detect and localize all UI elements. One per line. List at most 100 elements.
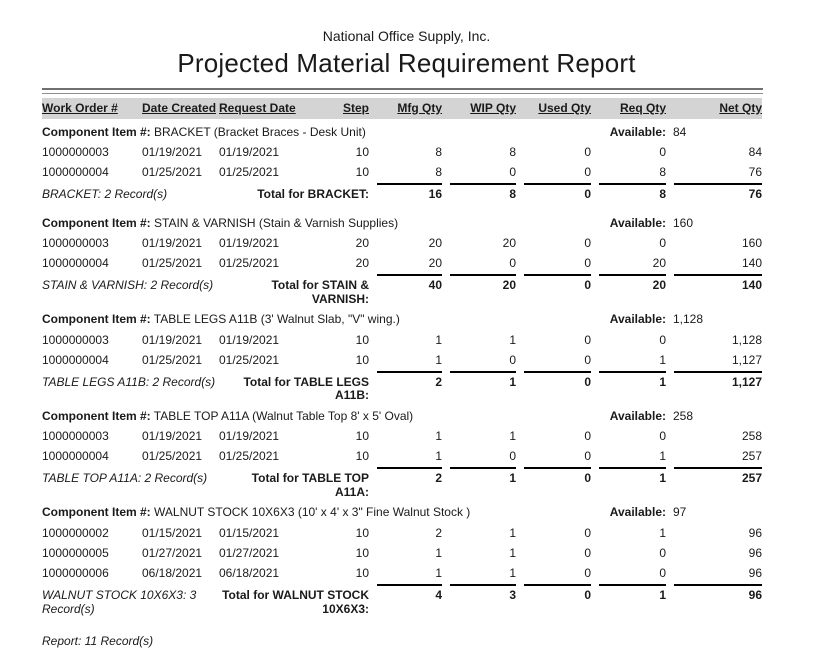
total-mfg-qty-value: 2 (377, 467, 442, 486)
cell-date-created: 01/25/2021 (142, 165, 203, 180)
component-item-prefix: Component Item #: (42, 124, 151, 139)
cell-req-qty: 8 (659, 165, 666, 180)
group-total-label: Total for WALNUT STOCK 10X6X3: (222, 587, 369, 616)
cell-mfg-qty: 1 (435, 429, 442, 444)
page-title: Projected Material Requirement Report (177, 48, 636, 78)
total-used-qty: 0 (516, 274, 591, 307)
cell-mfg-qty: 20 (428, 236, 442, 251)
cell-date-created: 01/27/2021 (142, 545, 203, 560)
total-wip-qty: 1 (442, 370, 516, 404)
component-header-row: Component Item #: WALNUT STOCK 10X6X3 (1… (42, 500, 762, 524)
total-mfg-qty: 40 (369, 274, 442, 307)
col-header-step: Step (312, 98, 369, 119)
cell-net-qty: 140 (741, 256, 762, 271)
cell-req-qty: 0 (659, 236, 666, 251)
total-net-qty-value: 257 (674, 467, 762, 486)
cell-date-created: 01/15/2021 (142, 525, 203, 540)
total-mfg-qty-value: 4 (377, 583, 442, 603)
total-wip-qty-value: 8 (450, 183, 516, 202)
total-req-qty: 1 (591, 583, 666, 617)
group-record-count: BRACKET: 2 Record(s) (42, 187, 168, 201)
total-used-qty-value: 0 (524, 467, 591, 486)
cell-step: 10 (355, 429, 369, 444)
cell-wip-qty: 0 (509, 165, 516, 180)
component-item-label: Component Item #: BRACKET (Bracket Brace… (42, 124, 366, 139)
total-used-qty-value: 0 (524, 583, 591, 603)
cell-date-created: 06/18/2021 (142, 565, 203, 580)
cell-step: 10 (355, 545, 369, 560)
cell-wip-qty: 1 (509, 525, 516, 540)
cell-step: 10 (355, 165, 369, 180)
total-req-qty-value: 20 (599, 274, 666, 293)
col-header-date-created: Date Created (142, 98, 219, 119)
cell-date-created: 01/19/2021 (142, 332, 203, 347)
cell-net-qty: 1,128 (731, 332, 762, 347)
group-total-row: TABLE TOP A11A: 2 Record(s) Total for TAB… (42, 467, 762, 500)
work-order-row: 1000000003 01/19/2021 01/19/2021 10 1 1 0 0 1,12… (42, 331, 762, 351)
group-record-count: TABLE LEGS A11B: 2 Record(s) (42, 374, 216, 389)
total-req-qty: 1 (591, 370, 666, 404)
available-value: 258 (673, 408, 694, 423)
cell-req-qty: 0 (659, 565, 666, 580)
cell-work-order: 1000000003 (42, 429, 109, 444)
col-header-work-order: Work Order # (42, 98, 142, 119)
cell-work-order: 1000000003 (42, 236, 109, 251)
cell-work-order: 1000000004 (42, 256, 109, 271)
component-header-row: Component Item #: BRACKET (Bracket Brace… (42, 119, 762, 143)
total-req-qty-value: 1 (599, 467, 666, 486)
total-net-qty-value: 96 (674, 583, 762, 603)
total-req-qty: 8 (591, 183, 666, 210)
report-footer: Report: 11 Record(s) (42, 634, 154, 649)
group-total-row: TABLE LEGS A11B: 2 Record(s) Total for TA… (42, 370, 762, 404)
total-req-qty-value: 8 (599, 183, 666, 202)
component-item-prefix: Component Item #: (42, 312, 151, 327)
work-order-row: 1000000005 01/27/2021 01/27/2021 10 1 1 0 0 96 (42, 544, 762, 564)
cell-net-qty: 96 (748, 525, 762, 540)
cell-req-qty: 0 (659, 145, 666, 160)
cell-req-qty: 1 (659, 352, 666, 367)
total-mfg-qty: 2 (369, 370, 442, 404)
total-wip-qty-value: 20 (450, 274, 516, 293)
cell-req-qty: 0 (659, 332, 666, 347)
total-net-qty: 257 (666, 467, 762, 500)
cell-request-date: 01/25/2021 (219, 165, 280, 180)
component-item-prefix: Component Item #: (42, 408, 151, 423)
cell-used-qty: 0 (584, 545, 591, 560)
cell-request-date: 01/25/2021 (219, 256, 280, 271)
total-net-qty-value: 76 (674, 183, 762, 202)
col-header-net-qty: Net Qty (666, 98, 762, 119)
cell-req-qty: 1 (659, 449, 666, 464)
cell-used-qty: 0 (584, 236, 591, 251)
cell-net-qty: 257 (741, 449, 762, 464)
cell-wip-qty: 0 (509, 352, 516, 367)
cell-step: 10 (355, 332, 369, 347)
total-req-qty: 1 (591, 467, 666, 500)
cell-work-order: 1000000004 (42, 165, 109, 180)
cell-work-order: 1000000003 (42, 332, 109, 347)
total-used-qty: 0 (516, 183, 591, 210)
col-header-used-qty: Used Qty (516, 98, 591, 119)
available-value: 160 (673, 215, 694, 230)
cell-mfg-qty: 1 (435, 449, 442, 464)
cell-mfg-qty: 8 (435, 145, 442, 160)
cell-request-date: 01/25/2021 (219, 449, 280, 464)
cell-used-qty: 0 (584, 565, 591, 580)
group-total-label: Total for STAIN & VARNISH: (271, 278, 369, 306)
cell-wip-qty: 0 (509, 256, 516, 271)
total-wip-qty: 3 (442, 583, 516, 617)
cell-date-created: 01/25/2021 (142, 352, 203, 367)
group-total-label: Total for TABLE LEGS A11B: (243, 374, 369, 403)
total-used-qty: 0 (516, 370, 591, 404)
cell-wip-qty: 0 (509, 449, 516, 464)
work-order-row: 1000000003 01/19/2021 01/19/2021 20 20 20 0 0 16… (42, 234, 762, 254)
col-header-mfg-qty: Mfg Qty (369, 98, 442, 119)
report-table: Work Order # Date Created Request Date S… (42, 98, 762, 616)
title-divider (42, 88, 763, 94)
cell-step: 10 (355, 352, 369, 367)
cell-mfg-qty: 20 (428, 256, 442, 271)
cell-used-qty: 0 (584, 429, 591, 444)
cell-net-qty: 96 (748, 545, 762, 560)
cell-work-order: 1000000005 (42, 545, 109, 560)
total-mfg-qty-value: 16 (377, 183, 442, 202)
available-label: Available: (609, 505, 666, 520)
